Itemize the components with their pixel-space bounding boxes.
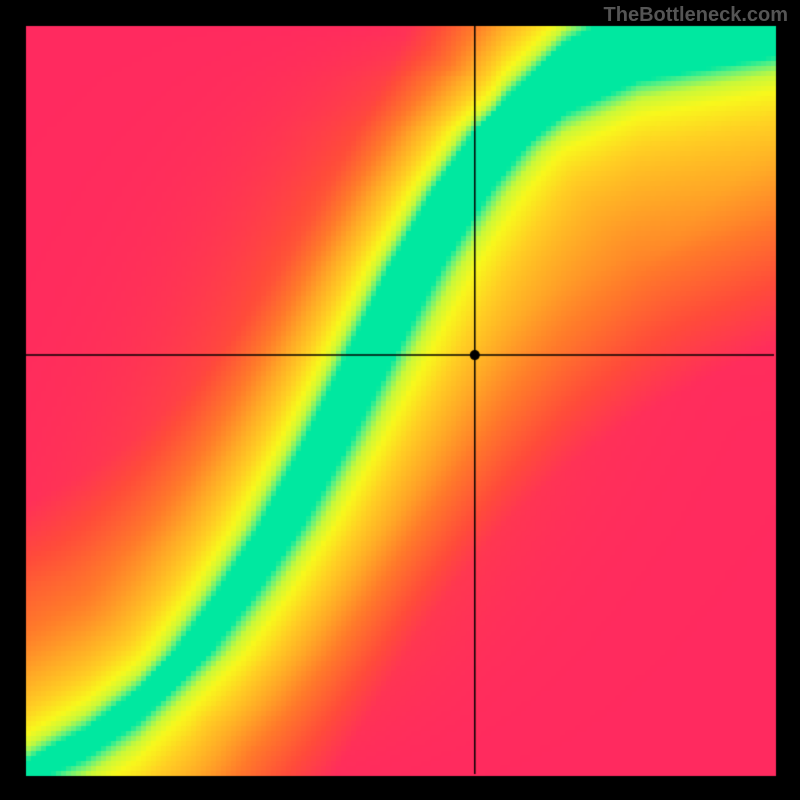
chart-container: TheBottleneck.com — [0, 0, 800, 800]
heatmap-canvas — [0, 0, 800, 800]
watermark-text: TheBottleneck.com — [604, 4, 788, 27]
